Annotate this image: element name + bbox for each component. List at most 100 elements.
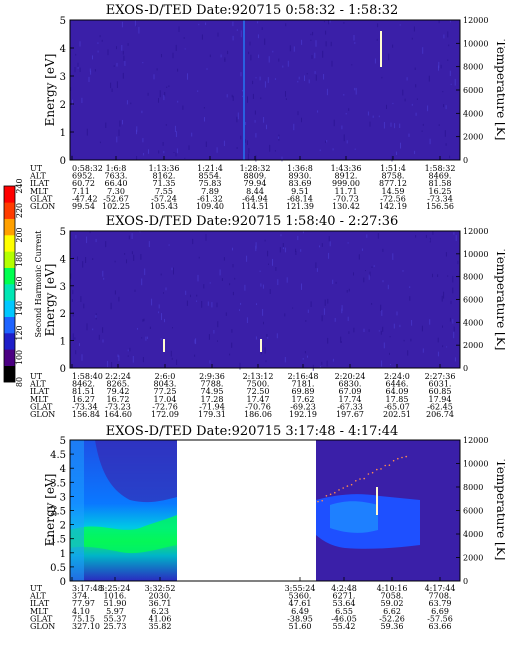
p1-noise-speck-105 [444,130,446,137]
panel-3-cell-alt-2: 2030. [149,592,172,601]
p2-noise-speck-152 [186,300,188,306]
p2-noise-speck-114 [292,307,294,309]
p2-noise-speck-79 [455,235,457,241]
panel-2-cell-glon-1: 164.60 [104,410,132,419]
p1-noise-speck-142 [346,140,348,144]
panel-1-cell-alt-1: 7633. [105,172,128,181]
panel-2-cell-glon-4: 186.06 [244,410,272,419]
p1-noise-speck-162 [267,77,269,83]
p1-noise-speck-31 [94,69,96,72]
p1-noise-speck-252 [99,35,101,38]
panel-3-dot-5 [338,489,340,491]
p2-noise-speck-162 [256,303,257,305]
p1-noise-speck-157 [158,150,160,154]
p2-noise-speck-201 [341,305,343,311]
panel-2-cell-mlt-3: 17.28 [201,395,224,404]
p2-noise-speck-259 [334,318,336,322]
panel-3-cell-glat-2: 41.06 [149,614,172,623]
p2-noise-speck-192 [348,331,350,334]
p1-noise-speck-195 [319,149,321,152]
p2-noise-speck-108 [425,234,427,238]
panel-1-cell-mlt-5: 9.51 [291,187,309,196]
p2-noise-speck-166 [366,234,368,238]
p2-noise-speck-258 [399,324,401,328]
panel-3-dot-15 [380,468,382,470]
panel-2-cell-mlt-4: 17.47 [247,395,270,404]
panel-3-dot-12 [367,473,370,475]
p1-noise-speck-55 [416,98,418,100]
p2-noise-speck-103 [255,242,257,249]
panel-1-cell-glat-1: -52.67 [103,194,129,203]
p1-noise-speck-110 [217,32,219,37]
panel-3-y2-ticks: 0 2000 4000 6000 8000 10000 12000 [456,436,488,586]
p1-noise-speck-24 [247,140,248,145]
p2-noise-speck-164 [383,342,385,349]
p2-noise-speck-112 [105,241,107,248]
panel-1-cell-glon-1: 102.25 [102,202,130,211]
p2-noise-speck-143 [437,351,439,357]
p1-noise-speck-69 [443,104,445,108]
p2-noise-speck-118 [407,350,409,356]
p2-noise-speck-194 [279,247,281,253]
panel-2-cell-glat-4: -70.76 [245,402,271,411]
colorbar-tick-2: 120 [15,325,24,340]
p1-noise-speck-176 [354,148,356,150]
colorbar-swatch-8 [4,235,15,252]
p2-noise-speck-158 [77,256,78,261]
panel-1-y2tick-label-6: 12000 [463,16,488,25]
p2-noise-speck-47 [198,256,200,259]
p2-noise-speck-134 [171,357,173,360]
p2-noise-speck-38 [234,277,236,280]
p2-noise-speck-127 [429,319,431,325]
panel-1-y2tick-label-2: 4000 [463,109,483,118]
p1-noise-speck-246 [142,138,144,143]
panel-2-y2tick-label-0: 0 [463,364,468,373]
p1-noise-speck-129 [287,60,289,67]
panel-2-cell-ut-6: 2:20:24 [335,372,366,381]
p2-noise-speck-216 [86,236,88,244]
colorbar-swatch-10 [4,202,15,219]
p2-noise-speck-209 [335,281,337,284]
panel-2-cell-ilat-3: 74.95 [201,387,224,396]
p1-noise-speck-38 [142,62,144,64]
panel-1-cell-ut-0: 0:58:32 [72,164,103,173]
p1-noise-speck-175 [259,76,261,81]
p1-noise-speck-191 [156,68,158,71]
panel-1: EXOS-D/TED Date:920715 0:58:32 - 1:58:32… [29,3,505,211]
panel-3-row-name-glat: GLAT [30,614,53,623]
p2-noise-speck-70 [131,251,133,255]
p1-noise-speck-249 [322,50,324,58]
panel-1-row-name-ut: UT [30,164,43,173]
panel-3-cell-glon-6: 63.66 [429,622,452,631]
p2-noise-speck-25 [453,331,455,339]
colorbar-swatch-5 [4,284,15,301]
panel-1-cell-alt-3: 8554. [199,172,222,181]
p2-noise-speck-26 [80,296,82,302]
panel-3-ytick-label-1: 0.5 [50,563,66,574]
p2-noise-speck-88 [262,309,264,316]
panel-3-y2tick-label-3: 6000 [463,507,483,516]
p1-noise-speck-135 [201,34,203,40]
p2-noise-speck-95 [368,329,370,332]
p2-noise-speck-36 [393,323,395,329]
panel-3-cell-mlt-1: 5.97 [106,607,124,616]
p1-noise-speck-178 [377,23,379,28]
p1-noise-speck-247 [148,149,149,154]
p2-noise-speck-140 [363,328,365,332]
panel-2-ytick-label-4: 4 [60,254,66,265]
p2-noise-speck-2 [246,317,248,323]
panel-2-row-name-glon: GLON [30,410,55,419]
p1-noise-speck-15 [440,64,442,69]
p1-noise-speck-52 [141,110,143,114]
p1-noise-speck-146 [449,155,451,159]
panel-3-dot-8 [350,483,353,486]
p2-noise-speck-193 [302,231,304,234]
panel-3-cell-ilat-0: 77.97 [72,599,95,608]
panel-1-cell-mlt-2: 7.55 [155,187,173,196]
p2-noise-speck-124 [134,289,136,292]
panel-2-cell-alt-8: 6031. [429,380,452,389]
panel-2-y2tick-label-2: 4000 [463,318,483,327]
panel-3-y2tick-label-0: 0 [463,577,468,586]
panel-1-cell-ut-1: 1:6:8 [106,164,127,173]
p1-noise-speck-221 [105,122,107,128]
